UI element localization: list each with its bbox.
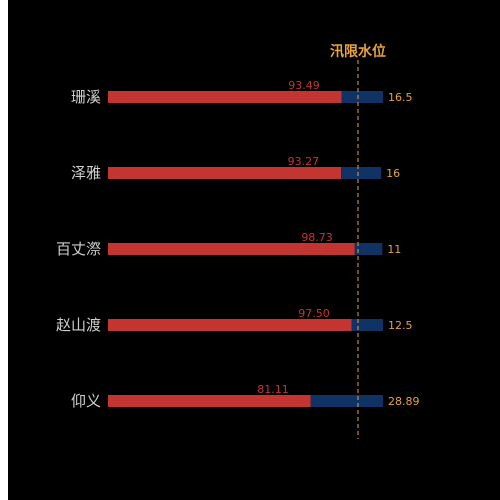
- chart-container: 珊溪 93.49 16.5 泽雅 93.27 16 百丈漈 98.73 11 赵山渡 97.50 12…: [8, 0, 500, 500]
- category-label: 百丈漈: [56, 240, 101, 258]
- reference-line-label: 汛限水位: [330, 43, 386, 60]
- data-label-remaining: 16: [386, 167, 400, 180]
- bar-segment-remaining: [341, 91, 383, 103]
- bar-segment-primary: [108, 243, 355, 255]
- bar-segment-primary: [108, 319, 352, 331]
- category-label: 珊溪: [71, 88, 101, 106]
- bar-segment-primary: [108, 395, 311, 407]
- bar-segment-remaining: [351, 319, 383, 331]
- bar-segment-remaining: [310, 395, 383, 407]
- data-label-primary: 93.27: [288, 155, 320, 168]
- data-label-primary: 97.50: [298, 307, 330, 320]
- category-label: 仰义: [71, 392, 101, 410]
- data-label-primary: 93.49: [288, 79, 320, 92]
- data-label-remaining: 11: [387, 243, 401, 256]
- bar-chart: 珊溪 93.49 16.5 泽雅 93.27 16 百丈漈 98.73 11 赵山渡 97.50 12…: [56, 43, 420, 439]
- category-label: 赵山渡: [56, 316, 101, 334]
- data-label-primary: 81.11: [257, 383, 289, 396]
- bar-segment-primary: [108, 167, 342, 179]
- data-label-primary: 98.73: [301, 231, 333, 244]
- bar-segment-remaining: [354, 243, 383, 255]
- data-label-remaining: 28.89: [388, 395, 420, 408]
- data-label-remaining: 12.5: [388, 319, 413, 332]
- bar-segment-primary: [108, 91, 342, 103]
- bar-segment-remaining: [341, 167, 382, 179]
- data-label-remaining: 16.5: [388, 91, 413, 104]
- category-label: 泽雅: [71, 164, 101, 182]
